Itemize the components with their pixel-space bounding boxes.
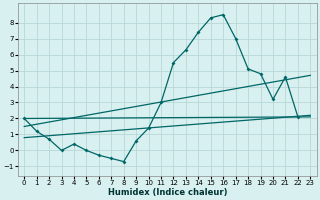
X-axis label: Humidex (Indice chaleur): Humidex (Indice chaleur) bbox=[108, 188, 227, 197]
